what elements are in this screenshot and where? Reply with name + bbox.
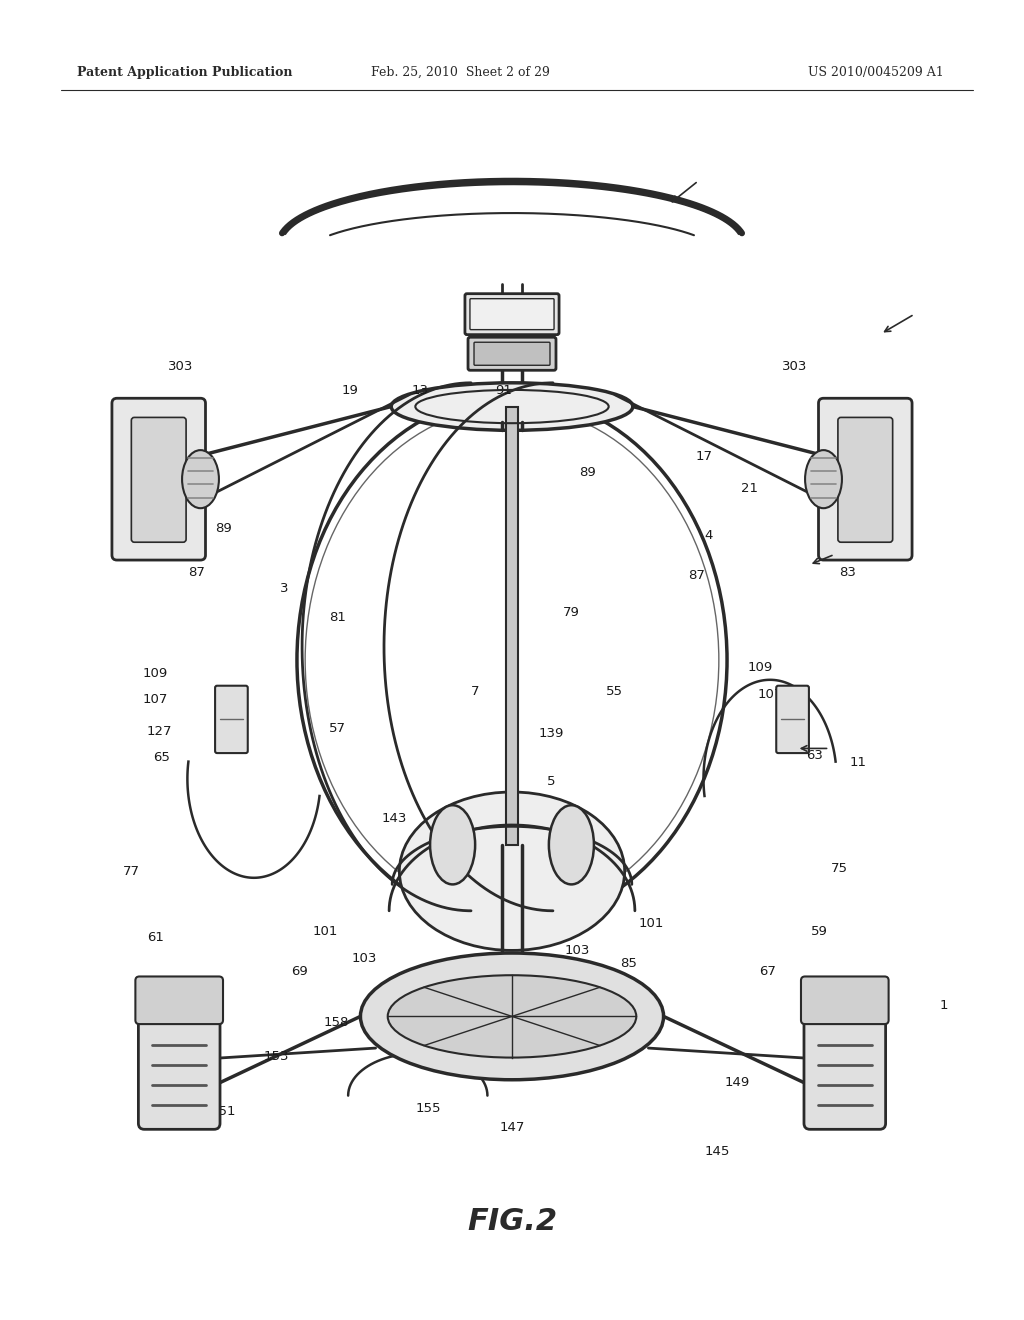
FancyBboxPatch shape bbox=[215, 685, 248, 754]
Text: 23: 23 bbox=[174, 474, 190, 487]
Text: 151: 151 bbox=[211, 1105, 236, 1118]
Text: Patent Application Publication: Patent Application Publication bbox=[77, 66, 292, 79]
Text: 107: 107 bbox=[143, 693, 168, 706]
Text: 303: 303 bbox=[782, 360, 807, 374]
Text: 109: 109 bbox=[143, 667, 168, 680]
Text: 89: 89 bbox=[580, 466, 596, 479]
Text: 158: 158 bbox=[324, 1016, 348, 1030]
Ellipse shape bbox=[430, 805, 475, 884]
Text: 127: 127 bbox=[776, 722, 801, 735]
FancyBboxPatch shape bbox=[135, 977, 223, 1024]
FancyBboxPatch shape bbox=[801, 977, 889, 1024]
Text: 153: 153 bbox=[264, 1049, 289, 1063]
Text: 103: 103 bbox=[352, 952, 377, 965]
Text: 67: 67 bbox=[760, 965, 776, 978]
Ellipse shape bbox=[182, 450, 219, 508]
Ellipse shape bbox=[388, 975, 636, 1057]
FancyBboxPatch shape bbox=[470, 298, 554, 330]
Text: 145: 145 bbox=[705, 1144, 729, 1158]
FancyBboxPatch shape bbox=[838, 417, 893, 543]
Text: 3: 3 bbox=[281, 582, 289, 595]
Text: 85: 85 bbox=[621, 957, 637, 970]
FancyBboxPatch shape bbox=[465, 293, 559, 335]
Text: 63: 63 bbox=[806, 748, 822, 762]
Text: 107: 107 bbox=[758, 688, 782, 701]
Text: 157: 157 bbox=[549, 1007, 573, 1020]
Text: 101: 101 bbox=[313, 925, 338, 939]
Text: 109: 109 bbox=[748, 661, 772, 675]
Text: 89: 89 bbox=[215, 521, 231, 535]
Text: 79: 79 bbox=[563, 606, 580, 619]
FancyBboxPatch shape bbox=[468, 337, 556, 371]
Text: 7: 7 bbox=[471, 685, 479, 698]
Text: 9: 9 bbox=[551, 968, 559, 981]
Ellipse shape bbox=[805, 450, 842, 508]
Ellipse shape bbox=[549, 805, 594, 884]
Ellipse shape bbox=[399, 792, 625, 950]
FancyBboxPatch shape bbox=[804, 1008, 886, 1130]
Ellipse shape bbox=[391, 383, 633, 430]
Text: 91: 91 bbox=[496, 384, 512, 397]
Ellipse shape bbox=[360, 953, 664, 1080]
Text: 153: 153 bbox=[600, 1049, 625, 1063]
Text: US 2010/0045209 A1: US 2010/0045209 A1 bbox=[808, 66, 943, 79]
Text: 147: 147 bbox=[500, 1121, 524, 1134]
Text: 77: 77 bbox=[123, 865, 139, 878]
Text: 4: 4 bbox=[705, 529, 713, 543]
FancyBboxPatch shape bbox=[112, 399, 206, 560]
Text: 83: 83 bbox=[840, 566, 856, 579]
FancyBboxPatch shape bbox=[131, 417, 186, 543]
FancyBboxPatch shape bbox=[138, 1008, 220, 1130]
Text: 1: 1 bbox=[940, 999, 948, 1012]
Text: 75: 75 bbox=[831, 862, 848, 875]
FancyBboxPatch shape bbox=[818, 399, 912, 560]
Text: FIG.2: FIG.2 bbox=[467, 1206, 557, 1236]
Text: 61: 61 bbox=[147, 931, 164, 944]
Text: 59: 59 bbox=[811, 925, 827, 939]
Text: 69: 69 bbox=[291, 965, 307, 978]
Text: 65: 65 bbox=[154, 751, 170, 764]
Text: 303: 303 bbox=[168, 360, 193, 374]
Text: 155: 155 bbox=[416, 1102, 440, 1115]
Text: 139: 139 bbox=[539, 727, 563, 741]
FancyBboxPatch shape bbox=[776, 685, 809, 754]
FancyBboxPatch shape bbox=[474, 342, 550, 366]
Text: 5: 5 bbox=[547, 775, 555, 788]
Text: 103: 103 bbox=[565, 944, 590, 957]
Text: 81: 81 bbox=[330, 611, 346, 624]
Text: 57: 57 bbox=[330, 722, 346, 735]
Text: 19: 19 bbox=[342, 384, 358, 397]
Text: 101: 101 bbox=[639, 917, 664, 931]
Text: 105: 105 bbox=[390, 983, 415, 997]
Bar bbox=[506, 407, 518, 845]
Text: 17: 17 bbox=[696, 450, 713, 463]
Text: 141: 141 bbox=[549, 851, 573, 865]
Text: 149: 149 bbox=[725, 1076, 750, 1089]
Text: 11: 11 bbox=[850, 756, 866, 770]
Text: Feb. 25, 2010  Sheet 2 of 29: Feb. 25, 2010 Sheet 2 of 29 bbox=[372, 66, 550, 79]
Text: 13: 13 bbox=[412, 384, 428, 397]
Text: 127: 127 bbox=[147, 725, 172, 738]
Text: 87: 87 bbox=[688, 569, 705, 582]
Text: 21: 21 bbox=[741, 482, 758, 495]
Text: 87: 87 bbox=[188, 566, 205, 579]
Text: 55: 55 bbox=[606, 685, 623, 698]
Text: 143: 143 bbox=[382, 812, 407, 825]
